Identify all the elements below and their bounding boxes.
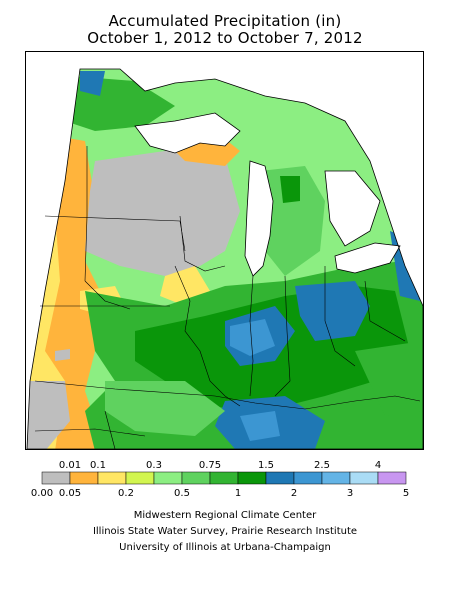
legend-swatch	[97, 471, 127, 485]
legend-swatch	[41, 471, 71, 485]
credit-line-3: University of Illinois at Urbana-Champai…	[119, 542, 331, 553]
region-blue-north	[80, 71, 105, 96]
legend-label: 5	[403, 488, 409, 499]
legend-label: 3	[347, 488, 353, 499]
legend-label: 1	[235, 488, 241, 499]
legend-label: 0.1	[90, 460, 106, 471]
region-gray-spot	[55, 349, 70, 361]
region-midblue-illinois	[230, 319, 275, 356]
legend-label: 0.01	[59, 460, 81, 471]
legend-label: 2.5	[314, 460, 330, 471]
map-subtitle: October 1, 2012 to October 7, 2012	[87, 29, 363, 47]
credit-line-2: Illinois State Water Survey, Prairie Res…	[92, 526, 358, 537]
legend-label: 2	[291, 488, 297, 499]
region-green-michigan	[260, 166, 325, 276]
state-borders	[34, 146, 421, 450]
legend-swatch	[153, 471, 183, 485]
legend-swatch	[265, 471, 295, 485]
legend-swatch	[209, 471, 239, 485]
legend-swatch	[321, 471, 351, 485]
region-darkgreen-michigan	[280, 176, 300, 203]
region-outline	[26, 68, 424, 450]
legend-label: 0.75	[199, 460, 221, 471]
lake-huron	[324, 170, 381, 247]
legend-swatch	[125, 471, 155, 485]
region-green-east	[355, 341, 423, 416]
region-blue-indiana	[295, 281, 370, 341]
legend-label: 4	[375, 460, 381, 471]
legend-swatch	[349, 471, 379, 485]
lake-superior	[134, 112, 241, 154]
region-gray-central	[85, 141, 240, 276]
legend-label: 0.00	[31, 488, 53, 499]
legend-swatch	[293, 471, 323, 485]
map-title: Accumulated Precipitation (in)	[108, 12, 342, 30]
color-legend: 0.00 0.05 0.2 0.5 1 2 3 5 0.01 0.1 0.3 0.75 1.5 2.5 4	[31, 460, 409, 499]
precipitation-map	[25, 51, 424, 450]
region-midblue-southeast	[240, 411, 280, 441]
legend-swatch	[377, 471, 407, 485]
credit-line-1: Midwestern Regional Climate Center	[133, 510, 317, 521]
legend-label: 0.5	[174, 488, 190, 499]
lake-michigan	[244, 160, 274, 277]
legend-label: 0.2	[118, 488, 134, 499]
lake-erie	[334, 242, 401, 274]
legend-label: 0.05	[59, 488, 81, 499]
legend-label: 0.3	[146, 460, 162, 471]
legend-swatch	[69, 471, 99, 485]
region-gray-southwest	[27, 381, 70, 449]
legend-label: 1.5	[258, 460, 274, 471]
legend-swatch	[237, 471, 267, 485]
legend-swatch	[181, 471, 211, 485]
